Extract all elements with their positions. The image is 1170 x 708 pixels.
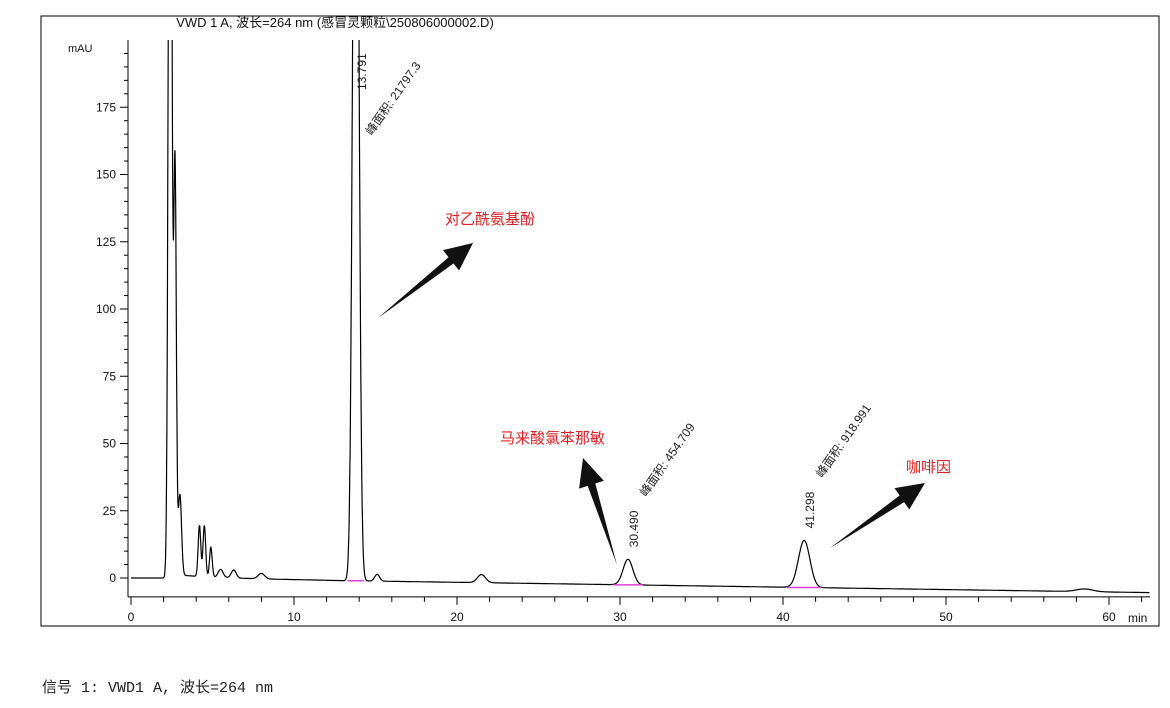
x-tick-label: 20 bbox=[450, 610, 464, 624]
y-tick-label: 100 bbox=[96, 302, 116, 316]
peak-area-label: 峰面积: 454.709 bbox=[637, 420, 698, 499]
x-tick-label: 40 bbox=[776, 610, 790, 624]
annotation-arrow bbox=[378, 243, 473, 318]
peak-retention-time-label: 41.298 bbox=[803, 491, 817, 528]
y-tick-label: 25 bbox=[103, 504, 117, 518]
peak-retention-time-label: 13.791 bbox=[355, 53, 369, 90]
y-tick-label: 175 bbox=[96, 100, 116, 114]
compound-annotation: 咖啡因 bbox=[906, 459, 951, 476]
signal-trace bbox=[131, 40, 1150, 594]
x-tick-label: 60 bbox=[1102, 610, 1116, 624]
x-tick-label: 10 bbox=[287, 610, 301, 624]
peak-area-label: 峰面积: 918.991 bbox=[813, 401, 874, 480]
plot-frame bbox=[40, 15, 1160, 627]
compound-annotation: 对乙酰氨基酚 bbox=[445, 211, 535, 228]
peak-retention-time-label: 30.490 bbox=[627, 510, 641, 547]
y-tick-label: 150 bbox=[96, 168, 116, 182]
x-tick-label: 50 bbox=[939, 610, 953, 624]
annotation-arrow bbox=[579, 458, 617, 565]
x-axis-label: min bbox=[1128, 611, 1147, 625]
y-tick-label: 50 bbox=[103, 437, 117, 451]
signal-caption: 信号 1: VWD1 A, 波长=264 nm bbox=[42, 680, 274, 697]
peak-area-label: 峰面积: 21797.3 bbox=[363, 59, 424, 138]
y-tick-label: 0 bbox=[109, 571, 116, 585]
y-axis-label: mAU bbox=[68, 43, 93, 55]
annotation-arrow bbox=[830, 483, 925, 548]
x-tick-label: 30 bbox=[613, 610, 627, 624]
x-tick-label: 0 bbox=[128, 610, 135, 624]
y-tick-label: 125 bbox=[96, 235, 116, 249]
y-tick-label: 75 bbox=[103, 369, 117, 383]
compound-annotation: 马来酸氯苯那敏 bbox=[500, 430, 605, 447]
chart-title: VWD 1 A, 波长=264 nm (感冒灵颗粒\250806000002.D… bbox=[176, 15, 494, 30]
